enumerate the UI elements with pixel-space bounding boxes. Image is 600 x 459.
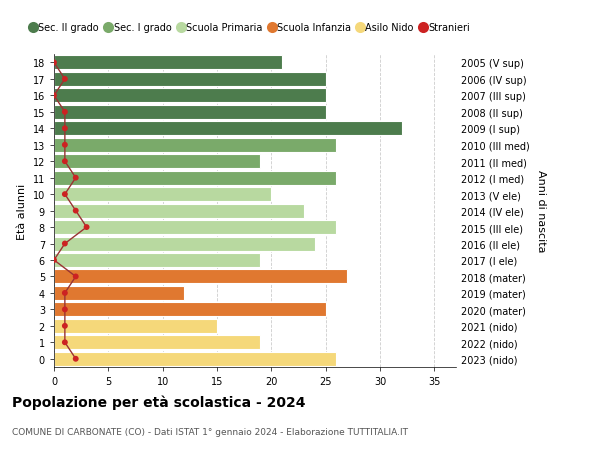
- Bar: [54, 171, 337, 185]
- Bar: [54, 155, 260, 169]
- Point: [49, 92, 59, 100]
- Point: [60, 191, 70, 198]
- Bar: [54, 336, 260, 350]
- Bar: [54, 122, 401, 136]
- Bar: [54, 253, 260, 268]
- Point: [60, 109, 70, 116]
- Bar: [54, 319, 217, 333]
- Bar: [54, 221, 337, 235]
- Point: [60, 142, 70, 149]
- Bar: [54, 237, 315, 251]
- Point: [71, 174, 80, 182]
- Y-axis label: Età alunni: Età alunni: [17, 183, 27, 239]
- Bar: [54, 188, 271, 202]
- Text: Popolazione per età scolastica - 2024: Popolazione per età scolastica - 2024: [12, 395, 305, 409]
- Point: [49, 257, 59, 264]
- Bar: [54, 139, 337, 152]
- Point: [60, 158, 70, 166]
- Point: [60, 323, 70, 330]
- Bar: [54, 56, 282, 70]
- Legend: Sec. II grado, Sec. I grado, Scuola Primaria, Scuola Infanzia, Asilo Nido, Stran: Sec. II grado, Sec. I grado, Scuola Prim…: [27, 19, 474, 37]
- Bar: [54, 352, 337, 366]
- Point: [60, 125, 70, 133]
- Point: [49, 60, 59, 67]
- Point: [71, 273, 80, 280]
- Y-axis label: Anni di nascita: Anni di nascita: [536, 170, 546, 252]
- Bar: [54, 89, 326, 103]
- Point: [82, 224, 91, 231]
- Bar: [54, 204, 304, 218]
- Bar: [54, 73, 326, 87]
- Bar: [54, 303, 326, 317]
- Point: [60, 306, 70, 313]
- Bar: [54, 270, 347, 284]
- Point: [71, 207, 80, 215]
- Point: [60, 76, 70, 84]
- Bar: [54, 286, 184, 300]
- Text: COMUNE DI CARBONATE (CO) - Dati ISTAT 1° gennaio 2024 - Elaborazione TUTTITALIA.: COMUNE DI CARBONATE (CO) - Dati ISTAT 1°…: [12, 427, 408, 436]
- Bar: [54, 106, 326, 119]
- Point: [71, 355, 80, 363]
- Point: [60, 290, 70, 297]
- Point: [60, 241, 70, 248]
- Point: [60, 339, 70, 346]
